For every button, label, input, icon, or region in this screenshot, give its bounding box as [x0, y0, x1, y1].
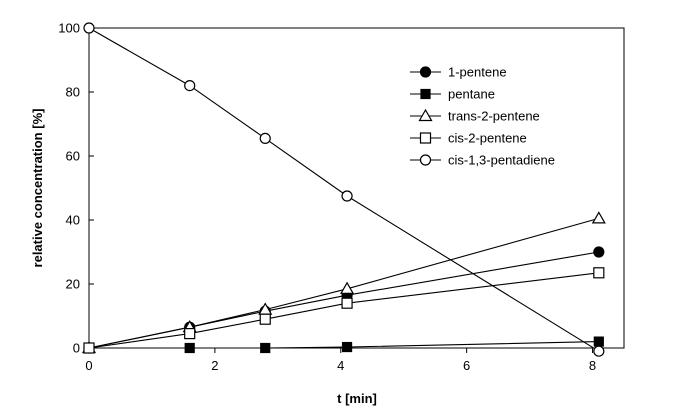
- series-markers: [81, 22, 606, 357]
- y-axis-title: relative concentration [%]: [30, 109, 45, 268]
- data-point-4-4: [593, 345, 605, 357]
- x-tick-label: 0: [85, 358, 92, 373]
- legend-swatch-marker: [419, 66, 432, 78]
- data-point-4-3: [341, 190, 353, 202]
- x-tick-label: 4: [337, 358, 344, 373]
- y-tick-label: 20: [66, 277, 80, 292]
- y-tick-label: 40: [66, 213, 80, 228]
- x-tick-label: 2: [211, 358, 218, 373]
- legend: 1-pentene pentane trans-2-pentene cis-2-pen…: [410, 65, 555, 168]
- data-point-3-4: [593, 267, 605, 279]
- plot-area-frame: [88, 27, 625, 349]
- x-axis: 0 2 4 6 8: [85, 348, 596, 373]
- legend-label: cis-2-pentene: [448, 131, 527, 146]
- series-line-2: [88, 217, 599, 349]
- data-point-1-2: [260, 342, 271, 354]
- data-point-2-4: [591, 211, 606, 224]
- data-point-1-3: [341, 341, 353, 353]
- data-point-1-1: [184, 342, 195, 354]
- legend-swatch-marker: [419, 154, 432, 166]
- x-tick-label: 8: [589, 358, 596, 373]
- y-tick-label: 80: [66, 85, 80, 100]
- data-point-3-0: [83, 342, 95, 354]
- data-point-3-3: [341, 297, 353, 309]
- legend-label: cis-1,3-pentadiene: [448, 153, 555, 168]
- data-point-1-4: [593, 336, 604, 347]
- x-tick-label: 6: [463, 358, 470, 373]
- data-point-4-0: [83, 22, 95, 34]
- data-point-2-3: [340, 281, 355, 294]
- legend-label: 1-pentene: [448, 65, 507, 80]
- y-tick-label: 100: [58, 21, 80, 36]
- legend-swatch-marker: [419, 132, 432, 144]
- data-point-3-1: [184, 328, 196, 340]
- legend-label: trans-2-pentene: [448, 109, 540, 124]
- y-tick-label: 60: [66, 149, 80, 164]
- legend-label: pentane: [448, 87, 495, 102]
- x-axis-title: t [min]: [337, 391, 377, 406]
- legend-swatch-marker: [420, 88, 431, 100]
- legend-swatch-marker: [418, 108, 433, 122]
- y-tick-label: 0: [73, 341, 80, 356]
- series-line-3: [88, 272, 599, 349]
- data-point-4-2: [259, 132, 271, 144]
- data-point-4-1: [184, 79, 196, 92]
- data-point-3-2: [259, 313, 271, 325]
- data-point-0-4: [593, 246, 605, 258]
